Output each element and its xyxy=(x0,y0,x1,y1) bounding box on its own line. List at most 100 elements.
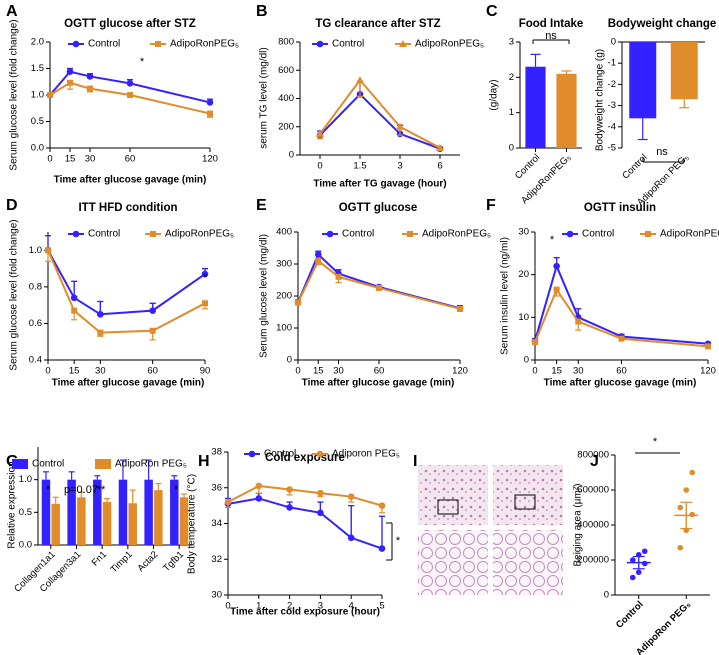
y-tick-label: 600 xyxy=(278,65,294,76)
panel-label: D xyxy=(6,197,18,214)
bar xyxy=(67,479,76,545)
legend-label: Control xyxy=(88,229,120,240)
bar xyxy=(128,503,137,545)
point xyxy=(396,122,404,130)
y-tick-label: 0 xyxy=(524,355,529,366)
point xyxy=(72,40,80,48)
annotation: * xyxy=(46,484,51,496)
point xyxy=(645,231,651,237)
x-tick-label: 60 xyxy=(125,154,136,165)
y-tick-label: -4 xyxy=(608,121,616,132)
x-tick-label: 60 xyxy=(147,366,158,377)
legend-label: Control xyxy=(88,39,120,50)
point xyxy=(378,502,386,509)
y-tick-label: 0 xyxy=(611,37,616,48)
y-axis-label: Serum insulin level (ng/ml) xyxy=(500,237,511,355)
x-tick-label: 3 xyxy=(318,601,323,612)
y-tick-label: 38 xyxy=(211,447,222,458)
legend-label: Control xyxy=(332,39,364,50)
chart-title: TG clearance after STZ xyxy=(315,18,440,30)
point xyxy=(70,294,78,302)
y-tick-label: 0.0 xyxy=(19,540,32,551)
point xyxy=(67,79,73,86)
y-tick-label: 34 xyxy=(211,518,222,529)
x-tick-label: Control xyxy=(614,599,646,631)
panel-label: B xyxy=(256,3,268,20)
y-tick-label: 0.8 xyxy=(29,281,42,292)
y-tick-label: 0.5 xyxy=(19,507,32,518)
annotation: * xyxy=(174,484,179,496)
x-tick-label: 15 xyxy=(551,366,562,377)
y-tick-label: 800000 xyxy=(577,450,609,461)
legend-label: AdipoRonPEG₅ xyxy=(170,39,239,50)
bar xyxy=(41,479,51,545)
x-tick-label: 0 xyxy=(225,601,230,612)
y-axis-label: Body temperature (°C) xyxy=(187,474,198,574)
point xyxy=(202,300,208,307)
point xyxy=(255,495,263,502)
y-tick-label: 1.0 xyxy=(31,90,44,101)
annotation: * xyxy=(140,56,145,68)
y-tick-label: -5 xyxy=(608,143,616,154)
point xyxy=(689,469,696,476)
annotation: ** xyxy=(97,484,106,496)
bar xyxy=(77,497,86,545)
y-tick-label: 0 xyxy=(287,355,292,366)
legend-label: AdipoRonPEG₅ xyxy=(165,229,234,240)
histology-image xyxy=(418,530,488,595)
chart-title: OGTT insulin xyxy=(584,202,656,214)
x-tick-label: 1.5 xyxy=(353,161,366,172)
x-tick-label: 120 xyxy=(452,366,468,377)
x-tick-label: Fn1 xyxy=(90,549,109,568)
y-tick-label: 1.0 xyxy=(29,245,42,256)
bar xyxy=(102,501,112,545)
legend-label: Control xyxy=(264,449,296,460)
legend-label: Control xyxy=(32,459,64,470)
panel-label: C xyxy=(486,3,498,20)
legend-label: AdipoRon PEG₅ xyxy=(115,459,187,470)
legend-label: AdipoRonPEG₅ xyxy=(422,229,491,240)
bar xyxy=(51,503,60,545)
x-tick-label: 4 xyxy=(349,601,354,612)
point xyxy=(206,99,214,106)
histology-images xyxy=(418,465,563,595)
point xyxy=(683,487,690,493)
y-tick-label: 0 xyxy=(509,143,514,154)
point xyxy=(689,511,696,518)
point xyxy=(126,80,134,87)
point xyxy=(532,339,538,346)
series-line xyxy=(227,497,383,550)
y-axis-label: (g/day) xyxy=(489,79,500,110)
x-tick-label: Tgfb1 xyxy=(161,549,186,574)
x-tick-label: 15 xyxy=(65,154,76,165)
y-tick-label: -2 xyxy=(608,79,616,90)
x-tick-label: 0 xyxy=(295,366,300,377)
x-tick-label: 30 xyxy=(333,366,344,377)
bar xyxy=(154,490,163,545)
y-tick-label: 2 xyxy=(509,72,514,83)
point xyxy=(150,231,156,237)
histology-image xyxy=(493,530,563,595)
legend-label: Control xyxy=(582,229,614,240)
x-tick-label: 30 xyxy=(95,366,106,377)
x-tick-label: Control xyxy=(620,152,649,181)
chart-title: ITT HFD condition xyxy=(78,202,177,214)
x-tick-label: 15 xyxy=(313,366,324,377)
y-tick-label: 0.6 xyxy=(29,318,42,329)
series-line xyxy=(319,92,441,150)
chart-title: OGTT glucose xyxy=(339,202,418,214)
x-axis-label: Time after glucose gavage (min) xyxy=(544,378,697,389)
point xyxy=(629,574,636,581)
point xyxy=(705,343,711,350)
chart-title: Food Intake xyxy=(519,18,584,30)
x-tick-label: 120 xyxy=(202,154,218,165)
point xyxy=(436,143,444,151)
y-tick-label: 30 xyxy=(211,590,222,601)
panel-label: H xyxy=(198,453,210,470)
point xyxy=(407,231,413,237)
point xyxy=(286,504,293,511)
point xyxy=(553,286,560,293)
x-tick-label: 15 xyxy=(69,366,80,377)
point xyxy=(315,257,322,264)
y-tick-label: 36 xyxy=(211,482,222,493)
